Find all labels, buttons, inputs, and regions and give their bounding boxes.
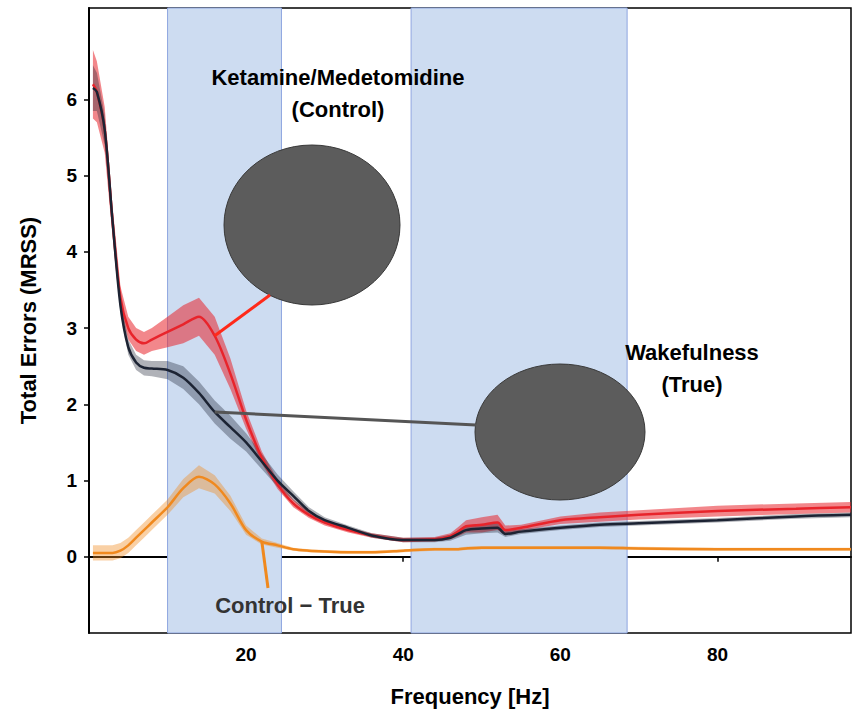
svg-text:Frequency [Hz]: Frequency [Hz] xyxy=(391,684,550,709)
svg-text:40: 40 xyxy=(393,644,414,665)
svg-text:60: 60 xyxy=(550,644,571,665)
svg-text:0: 0 xyxy=(66,546,77,567)
svg-text:20: 20 xyxy=(236,644,257,665)
svg-text:Total Errors (MRSS): Total Errors (MRSS) xyxy=(16,217,41,424)
svg-text:(Control): (Control) xyxy=(292,97,385,122)
svg-text:5: 5 xyxy=(66,165,77,186)
svg-text:Ketamine/Medetomidine: Ketamine/Medetomidine xyxy=(211,65,464,90)
svg-text:6: 6 xyxy=(66,89,77,110)
svg-text:80: 80 xyxy=(707,644,728,665)
svg-text:Wakefulness: Wakefulness xyxy=(625,340,759,365)
svg-text:(True): (True) xyxy=(661,372,722,397)
svg-text:2: 2 xyxy=(66,394,77,415)
svg-text:Control − True: Control − True xyxy=(215,593,365,618)
svg-text:1: 1 xyxy=(66,470,77,491)
svg-text:4: 4 xyxy=(66,241,77,262)
svg-text:3: 3 xyxy=(66,318,77,339)
